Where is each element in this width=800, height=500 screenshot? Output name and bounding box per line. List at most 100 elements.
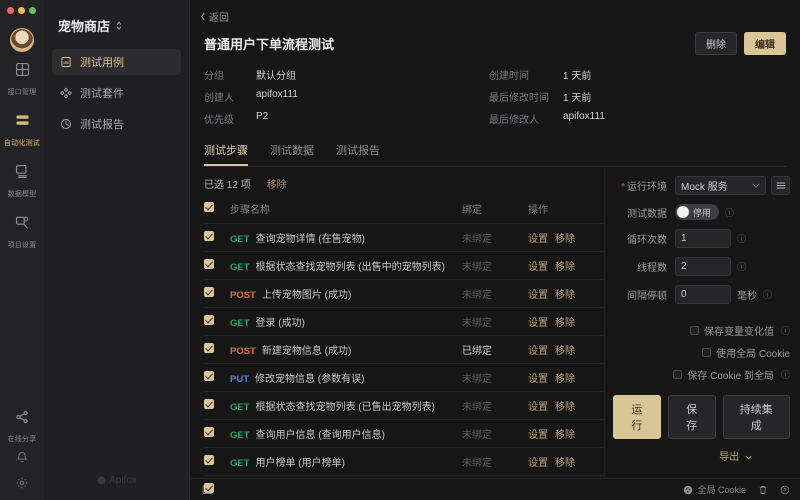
row-remove-link[interactable]: 移除 <box>555 318 575 329</box>
rail-item-project-settings[interactable]: 项目设置 <box>0 205 44 256</box>
row-step-cell: POST 新建宠物信息 (成功) <box>230 335 462 364</box>
rail-item-label: 在线分享 <box>7 436 37 443</box>
global-cookie-checkbox[interactable] <box>702 348 712 357</box>
row-action-cell: 设置移除 <box>528 307 604 336</box>
row-remove-link[interactable]: 移除 <box>555 458 575 469</box>
gear-icon[interactable] <box>15 476 29 490</box>
thread-count-input[interactable] <box>675 257 731 276</box>
row-binding-cell: 未绑定 <box>462 279 528 308</box>
row-remove-link[interactable]: 移除 <box>555 374 575 385</box>
delete-button[interactable]: 删除 <box>695 32 737 55</box>
tab-test-data[interactable]: 测试数据 <box>270 145 314 157</box>
row-checkbox[interactable] <box>204 371 214 381</box>
table-row[interactable]: PUT 修改宠物信息 (参数有误) 未绑定 设置 移除 <box>204 363 604 392</box>
table-row[interactable]: GET 用户榜单 (用户榜单) 未绑定 设置 移除 <box>204 447 604 476</box>
interval-input[interactable] <box>675 285 731 304</box>
row-settings-link[interactable]: 设置 <box>528 346 548 357</box>
table-row[interactable]: GET 查询用户信息 (查询用户信息) 未绑定 设置 移除 <box>204 419 604 448</box>
sidebar-item-test-suite[interactable]: 测试套件 <box>52 80 181 106</box>
row-remove-link[interactable]: 移除 <box>555 290 575 301</box>
row-settings-link[interactable]: 设置 <box>528 318 548 329</box>
back-button[interactable]: 返回 <box>190 0 800 24</box>
bell-icon[interactable] <box>15 450 29 464</box>
tab-test-steps[interactable]: 测试步骤 <box>204 142 248 166</box>
thread-count-help-icon[interactable]: ⓘ <box>737 262 747 272</box>
save-cookie-checkbox[interactable] <box>673 370 683 379</box>
project-switcher[interactable]: 宠物商店 <box>52 14 181 49</box>
row-checkbox[interactable] <box>204 259 214 269</box>
rail-item-automation-test[interactable]: 自动化测试 <box>0 103 44 154</box>
run-button[interactable]: 运行 <box>613 395 661 439</box>
row-checkbox[interactable] <box>204 231 214 241</box>
run-env-select[interactable]: Mock 服务 <box>675 176 766 195</box>
rail-item-api-management[interactable]: 接口管理 <box>0 52 44 103</box>
table-row[interactable]: GET 查询宠物详情 (在售宠物) 未绑定 设置 移除 <box>204 223 604 252</box>
maximize-window-button[interactable] <box>29 7 36 14</box>
save-cookie-help-icon[interactable]: ⓘ <box>780 370 790 380</box>
close-window-button[interactable] <box>7 7 14 14</box>
rail-item-data-model[interactable]: 数据模型 <box>0 154 44 205</box>
step-name: 根据状态查找宠物列表 (已售出宠物列表) <box>255 402 435 413</box>
row-remove-link[interactable]: 移除 <box>555 430 575 441</box>
share-icon <box>16 410 28 424</box>
row-checkbox[interactable] <box>204 399 214 409</box>
chevron-left-icon <box>200 12 205 21</box>
row-remove-link[interactable]: 移除 <box>555 346 575 357</box>
table-row[interactable]: POST 新建宠物信息 (成功) 已绑定 设置 移除 <box>204 335 604 364</box>
trash-button[interactable] <box>758 485 768 495</box>
row-settings-link[interactable]: 设置 <box>528 374 548 385</box>
row-remove-link[interactable]: 移除 <box>555 234 575 245</box>
table-row[interactable]: GET 根据状态查找宠物列表 (出售中的宠物列表) 未绑定 设置 移除 <box>204 251 604 280</box>
row-settings-link[interactable]: 设置 <box>528 430 548 441</box>
step-name: 根据状态查找宠物列表 (出售中的宠物列表) <box>255 262 445 273</box>
save-variable-help-icon[interactable]: ⓘ <box>780 326 790 336</box>
step-name: 查询用户信息 (查询用户信息) <box>255 430 385 441</box>
tab-test-report[interactable]: 测试报告 <box>336 145 380 157</box>
select-all-checkbox[interactable] <box>204 202 214 212</box>
row-step-cell: GET 用户榜单 (用户榜单) <box>230 447 462 476</box>
global-cookie-row[interactable]: 使用全局 Cookie <box>613 345 790 360</box>
save-cookie-row[interactable]: 保存 Cookie 到全局 ⓘ <box>613 367 790 382</box>
row-checkbox[interactable] <box>204 287 214 297</box>
rail-item-online-share[interactable]: 在线分享 <box>0 400 44 450</box>
save-button[interactable]: 保存 <box>667 395 716 439</box>
test-report-icon <box>61 119 71 129</box>
row-checkbox[interactable] <box>204 315 214 325</box>
rail-bottom-actions <box>15 450 29 500</box>
loop-count-input[interactable] <box>675 229 731 248</box>
export-dropdown[interactable]: 导出 <box>613 448 790 463</box>
table-row[interactable]: GET 根据状态查找宠物列表 (已售出宠物列表) 未绑定 设置 移除 <box>204 391 604 420</box>
row-settings-link[interactable]: 设置 <box>528 234 548 245</box>
sidebar-item-test-report[interactable]: 测试报告 <box>52 111 181 137</box>
window-traffic-lights[interactable] <box>7 7 36 14</box>
row-settings-link[interactable]: 设置 <box>528 262 548 273</box>
table-row[interactable]: POST 上传宠物图片 (成功) 未绑定 设置 移除 <box>204 279 604 308</box>
row-checkbox[interactable] <box>204 343 214 353</box>
help-button[interactable] <box>780 485 790 495</box>
save-variable-checkbox[interactable] <box>689 326 699 335</box>
global-cookie-status[interactable]: 全局 Cookie <box>683 483 746 496</box>
row-checkbox[interactable] <box>204 483 214 493</box>
test-data-toggle[interactable]: 停用 <box>675 204 719 220</box>
test-data-help-icon[interactable]: ⓘ <box>725 207 735 218</box>
bulk-remove-button[interactable]: 移除 <box>266 180 287 191</box>
row-checkbox[interactable] <box>204 455 214 465</box>
row-settings-link[interactable]: 设置 <box>528 458 548 469</box>
loop-count-help-icon[interactable]: ⓘ <box>737 234 747 244</box>
edit-button[interactable]: 编辑 <box>744 32 786 55</box>
binding-status: 未绑定 <box>462 234 492 245</box>
minimize-window-button[interactable] <box>18 7 25 14</box>
ci-button[interactable]: 持续集成 <box>722 395 790 439</box>
row-settings-link[interactable]: 设置 <box>528 402 548 413</box>
row-remove-link[interactable]: 移除 <box>555 262 575 273</box>
avatar[interactable] <box>10 28 34 52</box>
env-menu-button[interactable] <box>771 176 790 195</box>
sidebar-item-test-case[interactable]: 测试用例 <box>52 49 181 75</box>
automation-icon <box>16 115 28 125</box>
table-row[interactable]: GET 登录 (成功) 未绑定 设置 移除 <box>204 307 604 336</box>
row-settings-link[interactable]: 设置 <box>528 290 548 301</box>
save-variable-row[interactable]: 保存变量变化值 ⓘ <box>613 323 790 338</box>
row-remove-link[interactable]: 移除 <box>555 402 575 413</box>
interval-help-icon[interactable]: ⓘ <box>763 290 773 300</box>
row-checkbox[interactable] <box>204 427 214 437</box>
